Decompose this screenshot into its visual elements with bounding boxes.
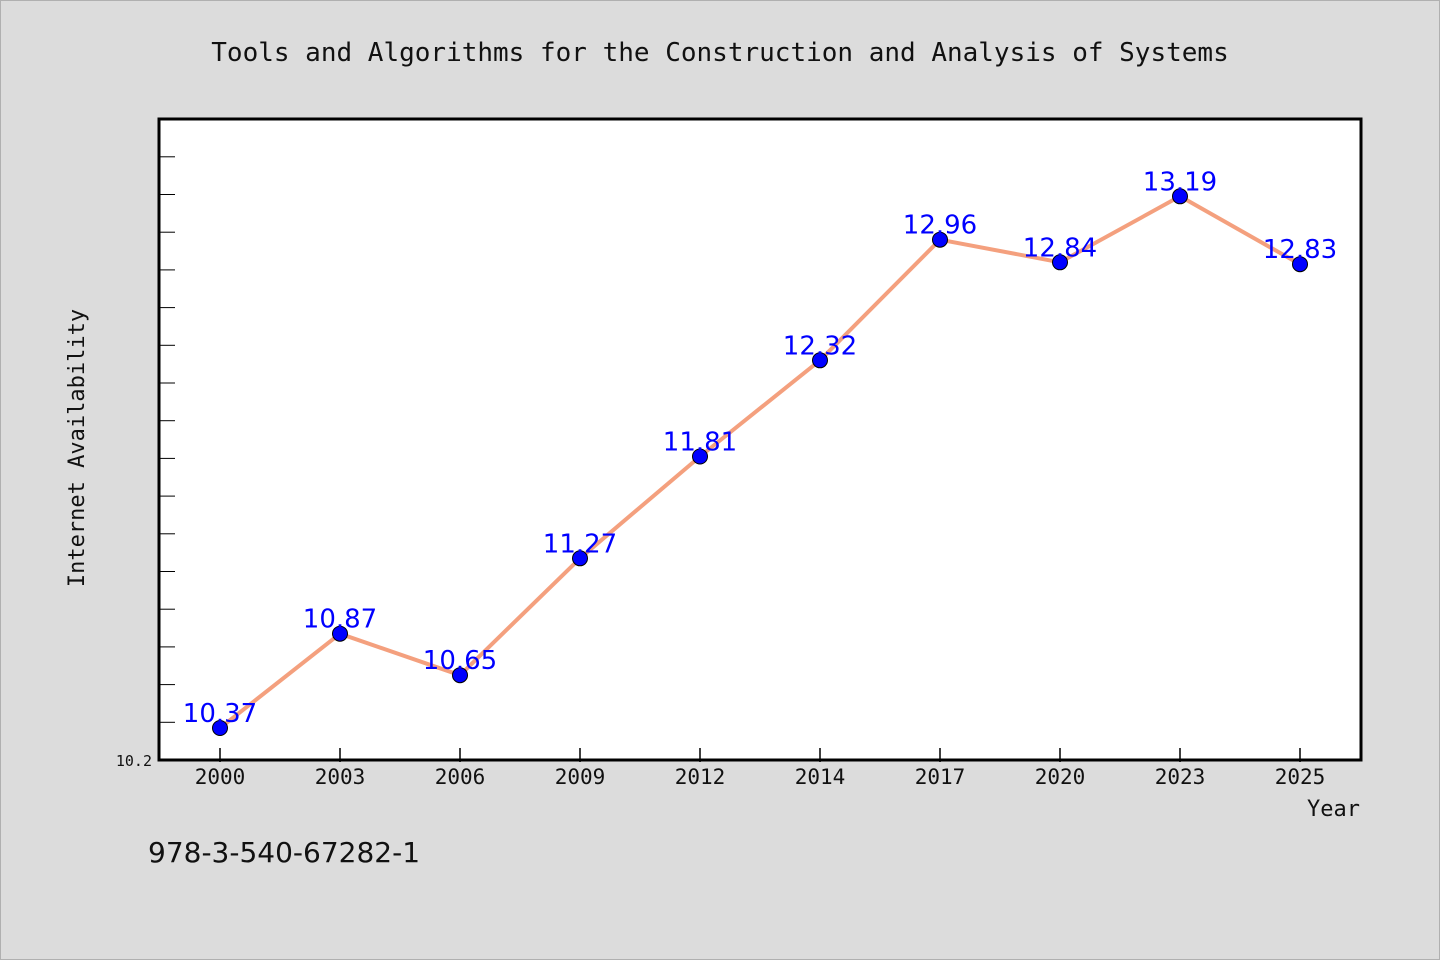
- series-line: [218, 194, 1301, 730]
- data-label: 10.87: [303, 605, 377, 635]
- data-label: 12.84: [1023, 233, 1097, 263]
- data-label: 10.37: [183, 699, 257, 729]
- x-axis-ticks: 2000 2003 2006 2009 2012 2014 2017 2020 2023 2025: [195, 748, 1326, 789]
- x-tick-label: 2009: [555, 765, 606, 789]
- x-axis-label: Year: [1307, 797, 1360, 822]
- chart-title: Tools and Algorithms for the Constructio…: [211, 38, 1228, 68]
- data-point: [1052, 254, 1068, 271]
- x-tick-label: 2025: [1275, 765, 1326, 789]
- x-tick-label: 2023: [1155, 765, 1206, 789]
- data-point: [332, 625, 348, 642]
- isbn-footer: 978-3-540-67282-1: [148, 836, 420, 869]
- x-tick-label: 2003: [315, 765, 366, 789]
- data-markers: [212, 188, 1308, 736]
- x-tick-label: 2020: [1035, 765, 1086, 789]
- x-tick-label: 2006: [435, 765, 486, 789]
- data-label: 10.65: [423, 646, 497, 676]
- x-tick-label: 2000: [195, 765, 246, 789]
- data-labels: 10.37 10.87 10.65 11.27 11.81 12.32 12.96 12.84…: [183, 167, 1337, 729]
- data-label: 12.32: [783, 331, 857, 361]
- y-minor-ticks: [159, 156, 175, 723]
- x-tick-label: 2014: [795, 765, 846, 789]
- x-tick-label: 2017: [915, 765, 966, 789]
- data-label: 13.19: [1143, 167, 1217, 197]
- data-label: 11.81: [663, 428, 737, 458]
- plot-area: [157, 117, 1363, 762]
- data-point: [692, 448, 708, 465]
- data-point: [572, 550, 588, 567]
- data-point: [212, 720, 228, 736]
- data-point: [812, 352, 828, 369]
- y-axis-label: Internet Availability: [65, 309, 90, 587]
- data-point: [932, 231, 948, 248]
- x-tick-label: 2012: [675, 765, 726, 789]
- data-point: [452, 667, 468, 684]
- y-tick-label-min: 10.2: [116, 752, 152, 770]
- data-label: 11.27: [543, 529, 617, 559]
- data-label: 12.96: [903, 211, 977, 241]
- data-point: [1172, 188, 1188, 205]
- data-label: 12.83: [1263, 235, 1337, 265]
- data-point: [1292, 256, 1308, 273]
